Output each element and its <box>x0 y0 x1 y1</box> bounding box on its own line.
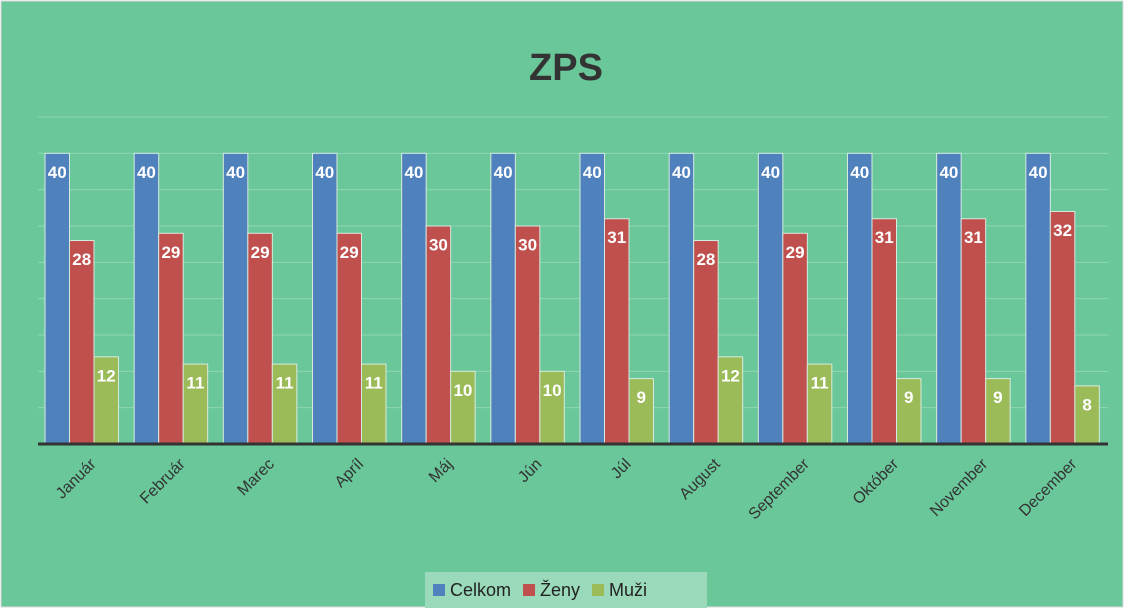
data-label: 30 <box>429 235 448 254</box>
legend-swatch <box>433 584 445 596</box>
data-label: 40 <box>939 163 958 182</box>
data-label: 40 <box>1029 163 1048 182</box>
data-label: 40 <box>850 163 869 182</box>
data-label: 40 <box>226 163 245 182</box>
bar <box>69 240 95 445</box>
data-label: 10 <box>543 381 562 400</box>
bar <box>936 152 962 445</box>
bar <box>93 356 119 445</box>
data-label: 40 <box>315 163 334 182</box>
bar <box>450 370 476 445</box>
bar <box>425 225 452 445</box>
data-label: 31 <box>964 228 983 247</box>
data-label: 40 <box>583 163 602 182</box>
data-label: 32 <box>1053 221 1072 240</box>
bar <box>1074 385 1100 445</box>
bar <box>604 218 630 445</box>
bar <box>401 152 427 445</box>
data-label: 11 <box>186 374 204 393</box>
bar <box>490 152 516 445</box>
data-label: 40 <box>404 163 423 182</box>
bar <box>539 370 565 445</box>
bar <box>693 240 719 445</box>
bar <box>847 152 873 445</box>
data-label: 40 <box>48 163 67 182</box>
bar <box>44 152 70 445</box>
data-label: 30 <box>518 235 537 254</box>
data-label: 9 <box>993 388 1002 407</box>
bar <box>782 232 808 445</box>
data-label: 40 <box>761 163 780 182</box>
bar <box>271 363 298 445</box>
legend-background <box>425 572 707 608</box>
bar <box>1025 152 1051 445</box>
legend-swatch <box>592 584 605 596</box>
legend-label: Muži <box>609 580 647 600</box>
data-label: 40 <box>494 163 513 182</box>
bar <box>960 218 987 445</box>
bar <box>896 378 922 445</box>
bar <box>247 232 273 445</box>
bar <box>1049 210 1076 445</box>
data-label: 29 <box>786 243 805 262</box>
bar <box>514 225 541 445</box>
bar <box>312 152 338 445</box>
data-label: 29 <box>251 243 270 262</box>
data-label: 31 <box>607 228 626 247</box>
data-label: 8 <box>1082 395 1091 414</box>
bar <box>579 152 605 445</box>
legend-label: Celkom <box>450 580 511 600</box>
data-label: 28 <box>696 250 715 269</box>
bar <box>871 218 897 445</box>
chart-title: ZPS <box>529 47 603 89</box>
bar <box>336 232 362 445</box>
legend-label: Ženy <box>540 580 580 600</box>
bar <box>158 232 184 445</box>
data-label: 40 <box>672 163 691 182</box>
data-label: 9 <box>904 388 913 407</box>
data-label: 11 <box>365 374 383 393</box>
data-label: 40 <box>137 163 156 182</box>
bar <box>182 363 209 445</box>
bar <box>717 356 744 445</box>
data-label: 10 <box>453 381 472 400</box>
bar <box>757 152 784 445</box>
bar <box>222 152 249 445</box>
data-label: 29 <box>340 243 359 262</box>
bar <box>361 363 387 445</box>
data-label: 11 <box>811 374 829 393</box>
bar <box>806 363 833 445</box>
bar <box>628 378 654 445</box>
bar <box>668 152 695 445</box>
data-label: 31 <box>875 228 894 247</box>
data-label: 12 <box>721 366 740 385</box>
legend-swatch <box>523 584 536 596</box>
data-label: 11 <box>276 374 294 393</box>
data-label: 29 <box>161 243 180 262</box>
data-label: 9 <box>637 388 646 407</box>
data-label: 28 <box>72 250 91 269</box>
data-label: 12 <box>97 366 116 385</box>
bar <box>133 152 160 445</box>
